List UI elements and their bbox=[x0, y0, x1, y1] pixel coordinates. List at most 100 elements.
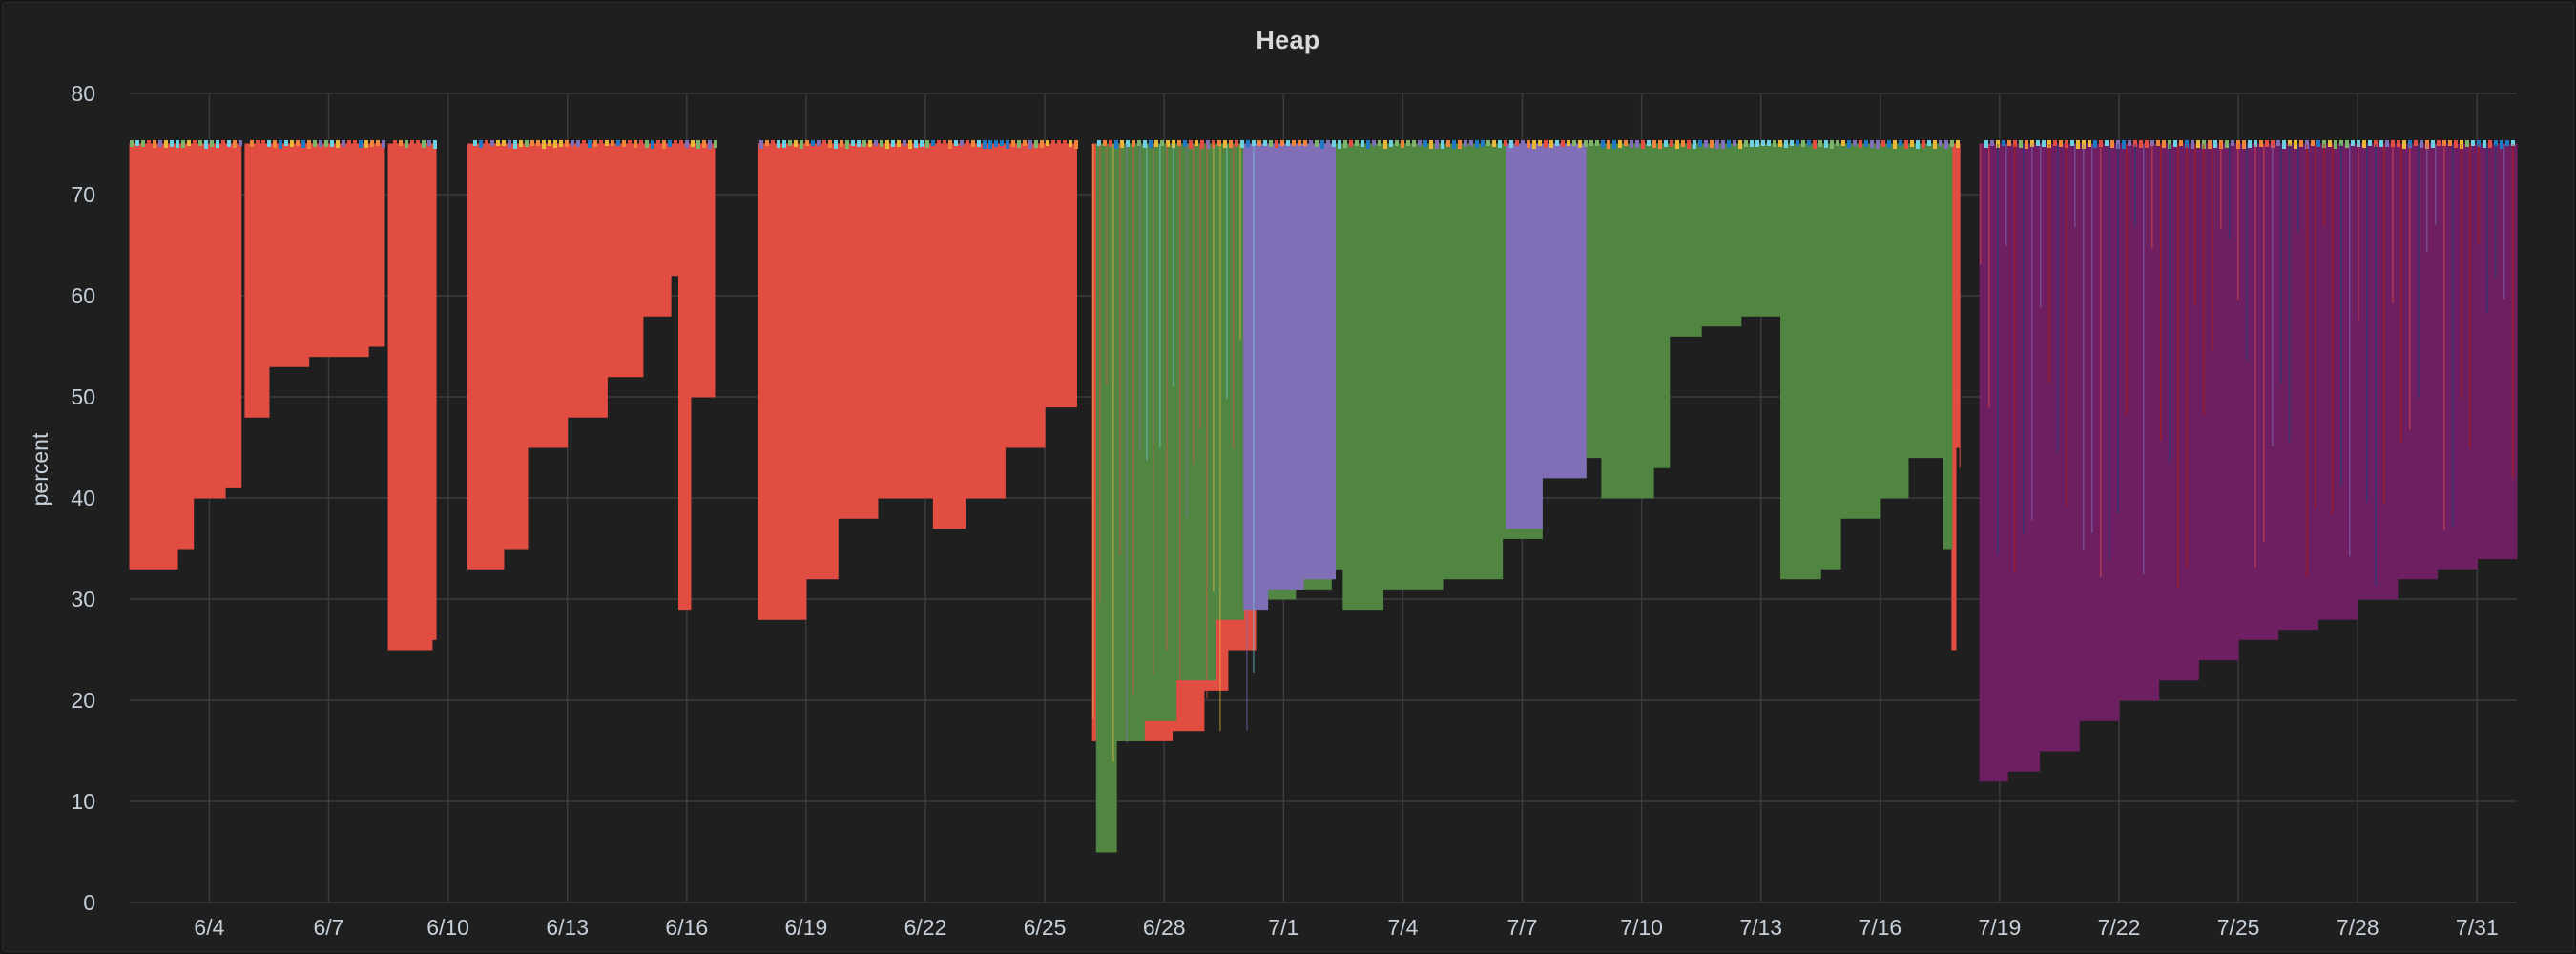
noise-mark bbox=[2156, 140, 2160, 146]
noise-mark bbox=[937, 140, 941, 149]
noise-mark bbox=[943, 140, 946, 147]
noise-mark bbox=[1429, 140, 1433, 149]
noise-mark bbox=[176, 140, 179, 148]
noise-mark bbox=[1017, 140, 1021, 148]
noise-mark bbox=[1011, 140, 1015, 147]
noise-mark bbox=[2099, 140, 2103, 147]
streak-mark bbox=[2100, 144, 2102, 578]
noise-mark bbox=[1217, 140, 1221, 146]
noise-mark bbox=[279, 140, 282, 149]
x-tick-label: 6/22 bbox=[904, 915, 947, 940]
noise-mark bbox=[1887, 140, 1891, 148]
x-tick-label: 7/28 bbox=[2337, 915, 2379, 940]
streak-mark bbox=[1997, 144, 1999, 556]
noise-mark bbox=[794, 140, 798, 147]
noise-mark bbox=[822, 140, 826, 147]
noise-mark bbox=[708, 140, 712, 149]
noise-mark bbox=[1389, 140, 1393, 147]
noise-mark bbox=[971, 140, 975, 147]
streak-mark bbox=[1239, 144, 1241, 340]
noise-mark bbox=[656, 140, 660, 147]
noise-mark bbox=[765, 140, 769, 146]
y-tick-label: 30 bbox=[71, 587, 95, 612]
noise-mark bbox=[1406, 140, 1410, 146]
panel-title[interactable]: Heap bbox=[1256, 26, 1320, 54]
noise-mark bbox=[966, 140, 969, 148]
noise-mark bbox=[857, 140, 861, 147]
noise-mark bbox=[1830, 140, 1834, 149]
noise-mark bbox=[216, 140, 219, 148]
noise-mark bbox=[582, 140, 586, 147]
y-tick-label: 50 bbox=[71, 384, 95, 409]
noise-mark bbox=[2379, 140, 2383, 147]
noise-mark bbox=[834, 140, 838, 149]
noise-mark bbox=[1647, 140, 1651, 146]
noise-mark bbox=[1452, 140, 1456, 149]
noise-mark bbox=[473, 140, 477, 146]
noise-mark bbox=[1229, 140, 1233, 148]
x-tick-label: 6/4 bbox=[194, 915, 224, 940]
streak-mark bbox=[2160, 144, 2162, 442]
noise-mark bbox=[880, 140, 883, 147]
noise-mark bbox=[2437, 140, 2441, 146]
streak-mark bbox=[1173, 144, 1174, 387]
noise-mark bbox=[1109, 140, 1112, 147]
noise-mark bbox=[1693, 140, 1696, 149]
noise-mark bbox=[1023, 140, 1027, 146]
noise-mark bbox=[1366, 140, 1370, 149]
noise-mark bbox=[1395, 140, 1399, 146]
series-area-violet bbox=[1243, 143, 1337, 611]
noise-mark bbox=[988, 140, 992, 149]
noise-mark bbox=[2431, 140, 2435, 148]
streak-mark bbox=[1153, 144, 1154, 675]
noise-mark bbox=[427, 140, 431, 146]
noise-mark bbox=[1950, 140, 1954, 147]
noise-mark bbox=[1927, 140, 1931, 146]
noise-mark bbox=[301, 140, 305, 148]
streak-mark bbox=[1226, 144, 1228, 399]
noise-mark bbox=[2414, 140, 2418, 146]
noise-mark bbox=[862, 140, 866, 147]
noise-mark bbox=[1818, 140, 1822, 147]
noise-mark bbox=[513, 140, 517, 149]
streak-mark bbox=[1126, 144, 1128, 743]
noise-mark bbox=[1544, 140, 1548, 148]
noise-mark bbox=[925, 140, 929, 148]
noise-mark bbox=[353, 140, 357, 149]
noise-mark bbox=[599, 140, 603, 146]
noise-mark bbox=[851, 140, 855, 146]
noise-mark bbox=[611, 140, 614, 146]
noise-mark bbox=[1137, 140, 1141, 146]
noise-mark bbox=[2208, 140, 2212, 149]
noise-mark bbox=[2002, 140, 2005, 146]
noise-mark bbox=[2179, 140, 2183, 146]
streak-mark bbox=[2435, 144, 2437, 225]
noise-mark bbox=[2288, 140, 2292, 146]
x-tick-label: 7/13 bbox=[1739, 915, 1782, 940]
noise-mark bbox=[1481, 140, 1485, 147]
noise-mark bbox=[1704, 140, 1708, 148]
noise-mark bbox=[284, 140, 288, 146]
noise-mark bbox=[364, 140, 368, 148]
noise-mark bbox=[1658, 140, 1662, 149]
noise-mark bbox=[1040, 140, 1044, 148]
noise-mark bbox=[685, 140, 689, 148]
noise-mark bbox=[1984, 140, 1988, 148]
streak-mark bbox=[2503, 144, 2505, 300]
noise-mark bbox=[696, 140, 700, 149]
noise-mark bbox=[2454, 140, 2458, 148]
noise-mark bbox=[1343, 140, 1347, 148]
noise-mark bbox=[1252, 140, 1256, 146]
noise-mark bbox=[2299, 140, 2303, 147]
noise-mark bbox=[2191, 140, 2194, 149]
streak-mark bbox=[1193, 144, 1195, 466]
noise-mark bbox=[2276, 140, 2280, 146]
noise-mark bbox=[479, 140, 483, 148]
noise-mark bbox=[1298, 140, 1301, 146]
noise-mark bbox=[1200, 140, 1204, 149]
noise-mark bbox=[1149, 140, 1153, 148]
noise-mark bbox=[777, 140, 780, 148]
streak-mark bbox=[2332, 144, 2334, 515]
noise-mark bbox=[553, 140, 557, 148]
